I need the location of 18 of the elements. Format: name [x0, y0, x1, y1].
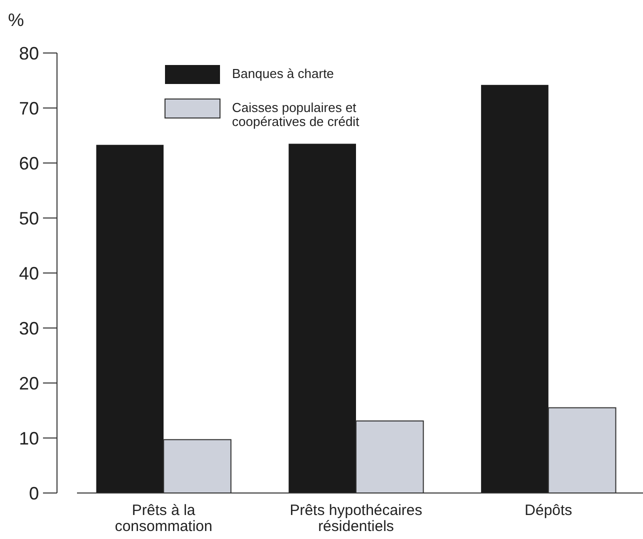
y-tick-label: 20	[18, 373, 39, 394]
y-tick-label: 30	[18, 318, 39, 338]
y-tick-label: 0	[28, 483, 39, 504]
bar	[481, 84, 548, 493]
x-tick-label: Dépôts	[524, 502, 572, 519]
y-tick-label: 40	[18, 263, 39, 284]
y-tick-label: 70	[18, 98, 39, 118]
bar	[288, 144, 356, 493]
y-tick-label: 50	[18, 208, 39, 228]
legend-label: Banques à charte	[232, 66, 334, 81]
x-tick-label: Prêts à la consommation	[114, 502, 212, 535]
y-tick-label: 80	[18, 43, 39, 64]
y-tick-label: 60	[18, 153, 39, 174]
y-axis-title: %	[8, 10, 24, 30]
bar	[96, 144, 164, 493]
x-tick-label: Prêts hypothécaires résidentiels	[290, 502, 422, 535]
legend-label: Caisses populaires et coopératives de crédit	[232, 100, 360, 129]
y-tick-label: 10	[18, 428, 39, 448]
